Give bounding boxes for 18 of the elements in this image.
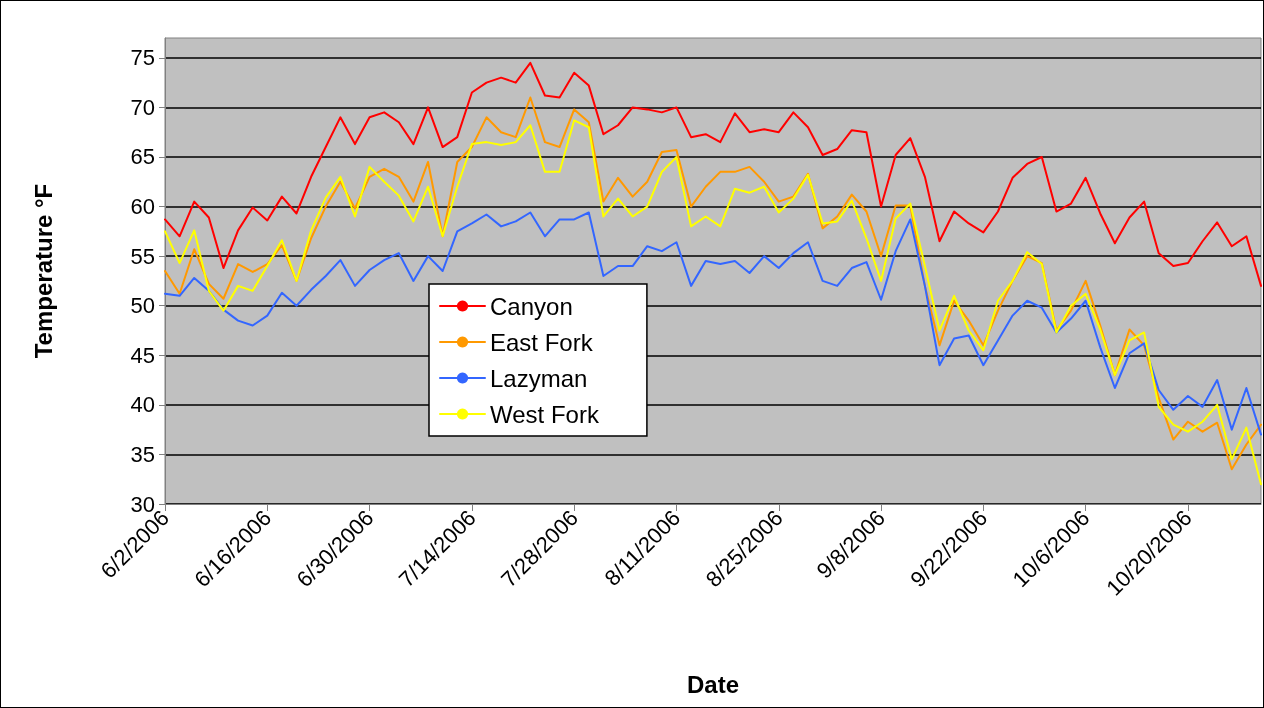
- y-tick-label: 40: [130, 392, 155, 418]
- y-tick-label: 65: [130, 144, 155, 170]
- y-tick-label: 45: [130, 342, 155, 368]
- legend-label: Canyon: [490, 292, 573, 320]
- y-tick-label: 55: [130, 243, 155, 269]
- y-tick-label: 70: [130, 94, 155, 120]
- y-tick-label: 60: [130, 194, 155, 220]
- line-series: [164, 211, 1262, 436]
- legend-label: Lazyman: [490, 364, 588, 392]
- y-tick-label: 30: [130, 491, 155, 517]
- y-tick-label: 50: [130, 293, 155, 319]
- y-tick-label: 35: [130, 441, 155, 467]
- y-tick-label: 75: [130, 45, 155, 71]
- x-axis-title: Date: [686, 670, 740, 698]
- legend-label: West Fork: [490, 400, 600, 428]
- line-series: [164, 61, 1262, 287]
- legend-label: East Fork: [490, 328, 594, 356]
- y-axis-title: Temperature °F: [29, 183, 57, 359]
